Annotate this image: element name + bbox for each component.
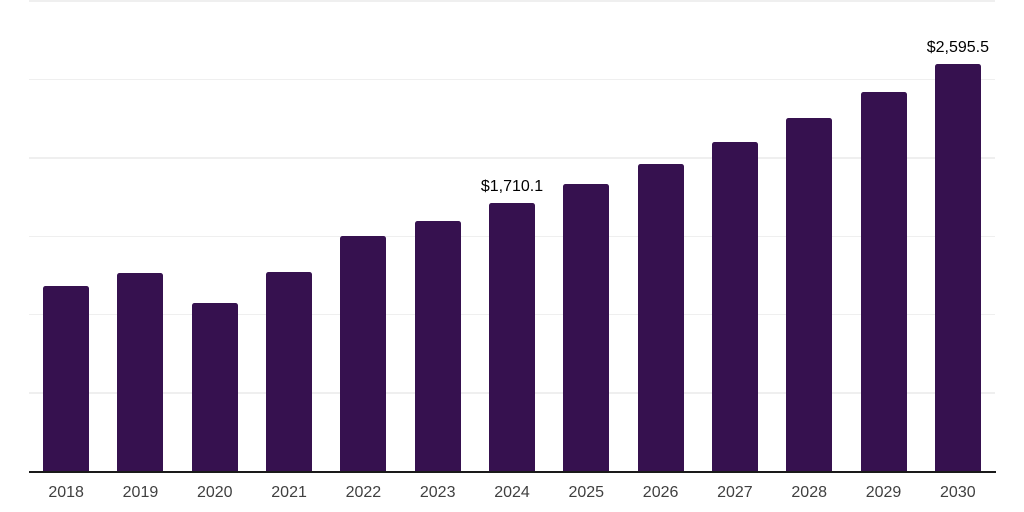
data-label-2024: $1,710.1 [480, 178, 544, 196]
bar-2020 [191, 302, 238, 472]
bar-2026 [637, 164, 684, 472]
gridline-3000 [29, 0, 995, 2]
x-tick-2025: 2025 [568, 484, 605, 501]
bar-2028 [786, 117, 833, 472]
x-tick-2024: 2024 [494, 484, 530, 501]
x-tick-2023: 2023 [419, 484, 456, 501]
bar-2019 [117, 273, 164, 472]
bar-2021 [266, 271, 313, 472]
x-tick-2020: 2020 [196, 484, 233, 501]
x-tick-2030: 2030 [940, 484, 976, 501]
x-tick-2028: 2028 [791, 484, 827, 501]
bar-2024 [489, 203, 535, 472]
bar-2029 [860, 91, 907, 472]
bar-2030 [934, 64, 981, 472]
gridline-2000 [29, 157, 995, 159]
x-tick-2018: 2018 [48, 484, 84, 501]
x-tick-2019: 2019 [122, 484, 159, 501]
x-tick-2026: 2026 [642, 484, 679, 501]
x-tick-2021: 2021 [271, 484, 307, 501]
bar-2022 [340, 236, 387, 472]
x-tick-2029: 2029 [865, 484, 902, 501]
bar-2018 [43, 285, 90, 472]
gridline-2500 [29, 78, 995, 81]
data-label-2030: $2,595.5 [926, 39, 989, 57]
bar-2023 [414, 220, 461, 472]
bar-2025 [563, 183, 610, 472]
x-tick-2022: 2022 [345, 484, 382, 501]
x-tick-2027: 2027 [717, 484, 753, 501]
bar-2027 [711, 142, 758, 472]
x-axis-line [29, 470, 996, 473]
